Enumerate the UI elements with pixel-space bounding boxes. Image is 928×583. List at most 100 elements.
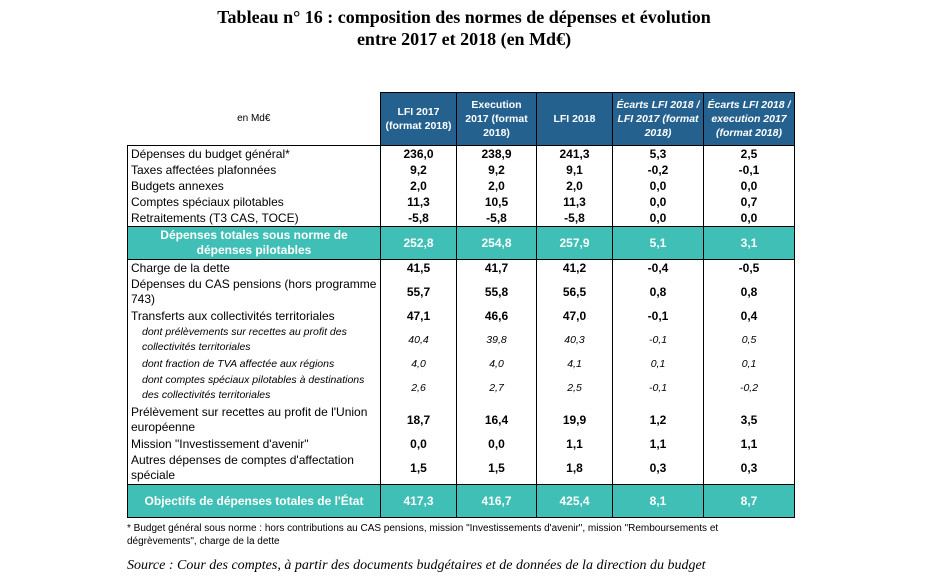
cell-value: 4,0: [456, 356, 537, 372]
cell-value: -0,1: [612, 372, 704, 404]
row-label: Comptes spéciaux pilotables: [127, 194, 381, 210]
cell-value: 10,5: [456, 194, 537, 210]
cell-value: -0,1: [612, 308, 704, 324]
cell-value: 238,9: [456, 145, 537, 162]
table-row: Autres dépenses de comptes d'affectation…: [127, 452, 795, 485]
cell-value: 41,7: [456, 259, 537, 276]
subtotal-row: Dépenses totales sous norme de dépenses …: [127, 226, 795, 260]
row-label: dont prélèvements sur recettes au profit…: [127, 324, 381, 356]
cell-value: 417,3: [380, 484, 457, 518]
cell-value: -0,2: [612, 162, 704, 178]
cell-value: 2,5: [703, 145, 795, 162]
row-label: Autres dépenses de comptes d'affectation…: [127, 452, 381, 485]
cell-value: 254,8: [456, 226, 537, 260]
cell-value: 0,0: [380, 436, 457, 452]
cell-value: 8,7: [703, 484, 795, 518]
cell-value: 0,0: [456, 436, 537, 452]
row-label: Taxes affectées plafonnées: [127, 162, 381, 178]
cell-value: 0,0: [703, 210, 795, 227]
col-header-lfi-2017: LFI 2017 (format 2018): [380, 92, 457, 146]
cell-value: 0,8: [703, 276, 795, 308]
cell-value: 9,2: [380, 162, 457, 178]
table-row: Retraitements (T3 CAS, TOCE) -5,8 -5,8 -…: [127, 210, 795, 227]
table-row: Prélèvement sur recettes au profit de l'…: [127, 404, 795, 436]
cell-value: 2,0: [456, 178, 537, 194]
table-row: dont fraction de TVA affectée aux région…: [127, 356, 795, 372]
cell-value: 1,2: [612, 404, 704, 436]
row-label: Prélèvement sur recettes au profit de l'…: [127, 404, 381, 436]
col-header-ecart-lfi: Écarts LFI 2018 / LFI 2017 (format 2018): [612, 92, 704, 146]
cell-value: -0,5: [703, 259, 795, 276]
cell-value: 39,8: [456, 324, 537, 356]
cell-value: -5,8: [380, 210, 457, 227]
footnote: * Budget général sous norme : hors contr…: [127, 523, 719, 547]
cell-value: 236,0: [380, 145, 457, 162]
cell-value: 1,1: [703, 436, 795, 452]
table-row: Transferts aux collectivités territorial…: [127, 308, 795, 324]
unit-label: en Md€: [237, 113, 271, 125]
cell-value: 41,5: [380, 259, 457, 276]
cell-value: 0,8: [612, 276, 704, 308]
table-row: dont prélèvements sur recettes au profit…: [127, 324, 795, 356]
row-label: Charge de la dette: [127, 259, 381, 276]
cell-value: 1,1: [612, 436, 704, 452]
cell-value: 1,5: [456, 452, 537, 485]
cell-value: 0,0: [703, 178, 795, 194]
cell-value: 0,5: [703, 324, 795, 356]
table-title-line2: entre 2017 et 2018 (en Md€): [356, 29, 572, 49]
cell-value: 41,2: [536, 259, 613, 276]
table-title-line1: Tableau n° 16 : composition des normes d…: [217, 7, 711, 27]
cell-value: 16,4: [456, 404, 537, 436]
cell-value: -5,8: [456, 210, 537, 227]
row-label: Dépenses du CAS pensions (hors programme…: [127, 276, 381, 308]
row-label: Budgets annexes: [127, 178, 381, 194]
cell-value: 19,9: [536, 404, 613, 436]
cell-value: -0,4: [612, 259, 704, 276]
header-row: en Md€ LFI 2017 (format 2018) Execution …: [128, 92, 795, 146]
row-label: Retraitements (T3 CAS, TOCE): [127, 210, 381, 227]
cell-value: 252,8: [380, 226, 457, 260]
table-row: Dépenses du budget général* 236,0 238,9 …: [127, 145, 795, 162]
row-label: dont fraction de TVA affectée aux région…: [127, 356, 381, 372]
cell-value: 0,7: [703, 194, 795, 210]
cell-value: 0,1: [612, 356, 704, 372]
row-label: dont comptes spéciaux pilotables à desti…: [127, 372, 381, 404]
cell-value: 56,5: [536, 276, 613, 308]
table-row: dont comptes spéciaux pilotables à desti…: [127, 372, 795, 404]
cell-value: 11,3: [536, 194, 613, 210]
col-header-execution-2017: Execution 2017 (format 2018): [456, 92, 537, 146]
cell-value: 11,3: [380, 194, 457, 210]
row-label: Objectifs de dépenses totales de l'État: [127, 484, 381, 518]
cell-value: 3,1: [703, 226, 795, 260]
cell-value: 4,1: [536, 356, 613, 372]
cell-value: 0,3: [703, 452, 795, 485]
cell-value: 241,3: [536, 145, 613, 162]
cell-value: 9,2: [456, 162, 537, 178]
cell-value: 3,5: [703, 404, 795, 436]
cell-value: 1,1: [536, 436, 613, 452]
cell-value: -0,2: [703, 372, 795, 404]
cell-value: 47,0: [536, 308, 613, 324]
cell-value: 0,4: [703, 308, 795, 324]
table-row: Budgets annexes 2,0 2,0 2,0 0,0 0,0: [127, 178, 795, 194]
cell-value: 1,8: [536, 452, 613, 485]
cell-value: 40,4: [380, 324, 457, 356]
cell-value: 55,7: [380, 276, 457, 308]
cell-value: 18,7: [380, 404, 457, 436]
row-label: Transferts aux collectivités territorial…: [127, 308, 381, 324]
row-label: Dépenses du budget général*: [127, 145, 381, 162]
cell-value: 2,7: [456, 372, 537, 404]
row-label: Dépenses totales sous norme de dépenses …: [127, 226, 381, 260]
cell-value: 257,9: [536, 226, 613, 260]
col-header-lfi-2018: LFI 2018: [536, 92, 613, 146]
cell-value: 425,4: [536, 484, 613, 518]
table-row: Charge de la dette 41,5 41,7 41,2 -0,4 -…: [127, 259, 795, 276]
table-row: Taxes affectées plafonnées 9,2 9,2 9,1 -…: [127, 162, 795, 178]
cell-value: 47,1: [380, 308, 457, 324]
table-row: Dépenses du CAS pensions (hors programme…: [127, 276, 795, 308]
cell-value: 0,0: [612, 178, 704, 194]
cell-value: 8,1: [612, 484, 704, 518]
cell-value: 46,6: [456, 308, 537, 324]
col-header-ecart-execution: Écarts LFI 2018 / execution 2017 (format…: [703, 92, 795, 146]
table-row: Comptes spéciaux pilotables 11,3 10,5 11…: [127, 194, 795, 210]
